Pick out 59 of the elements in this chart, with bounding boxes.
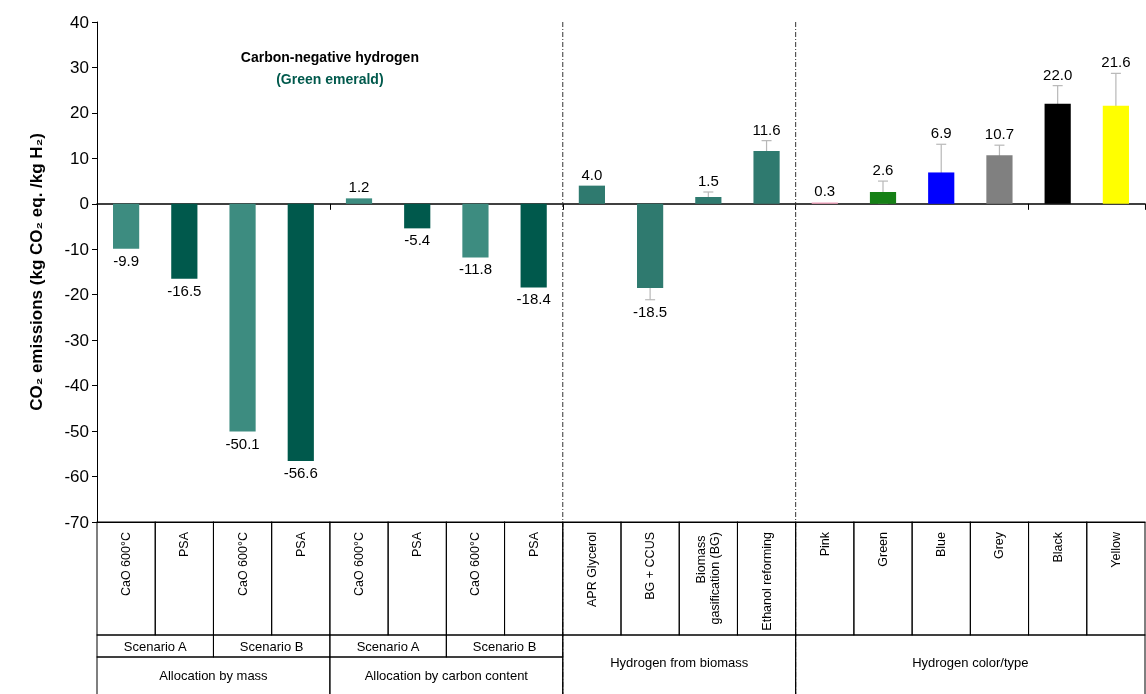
data-label: 22.0 bbox=[1043, 65, 1073, 83]
y-axis-title: CO₂ emissions (kg CO₂ eq. /kg H₂) bbox=[27, 133, 46, 411]
data-label: -18.5 bbox=[633, 302, 668, 320]
x-tick-label: PSA bbox=[177, 531, 192, 558]
annotation: (Green emerald) bbox=[276, 71, 384, 87]
data-label: 10.7 bbox=[984, 125, 1015, 143]
data-label: 11.6 bbox=[752, 120, 781, 138]
y-tick-label: -20 bbox=[64, 285, 89, 305]
x-tick-label: CaO 600°C bbox=[468, 532, 483, 597]
data-label: -16.5 bbox=[167, 281, 202, 299]
text: Scenario A bbox=[123, 639, 187, 654]
x-tick-label: Pink bbox=[817, 531, 832, 557]
data-label: -18.4 bbox=[516, 290, 551, 308]
y-tick-label: -60 bbox=[64, 467, 89, 487]
y-tick-label: -10 bbox=[64, 239, 89, 259]
x-tick-label: Black bbox=[1050, 531, 1065, 563]
data-label: -50.1 bbox=[225, 434, 260, 452]
x-tick-label: APR Glycerol bbox=[584, 532, 599, 608]
data-label: 21.6 bbox=[1101, 53, 1131, 71]
y-tick-label: 30 bbox=[70, 57, 89, 77]
data-label: 1.2 bbox=[348, 178, 370, 196]
x-tick-label: BG + CCUS bbox=[643, 532, 658, 600]
data-label: -56.6 bbox=[283, 464, 318, 482]
y-tick-label: 20 bbox=[70, 103, 89, 123]
x-tick-label: Grey bbox=[992, 531, 1007, 560]
text: Hydrogen color/type bbox=[912, 655, 1029, 670]
x-tick-label: Blue bbox=[934, 531, 949, 558]
y-tick-label: -50 bbox=[64, 421, 89, 441]
x-tick-label: PSA bbox=[293, 531, 308, 558]
text: Allocation by carbon content bbox=[364, 668, 529, 683]
x-tick-label: Biomass gasification (BG) bbox=[694, 532, 723, 625]
data-label: 0.3 bbox=[814, 182, 836, 200]
y-tick-label: -40 bbox=[64, 376, 89, 396]
data-label: -5.4 bbox=[404, 231, 431, 249]
y-tick-label: 40 bbox=[70, 12, 89, 32]
y-tick-label: -70 bbox=[64, 512, 89, 532]
data-label: -11.8 bbox=[458, 260, 492, 278]
data-label: 2.6 bbox=[872, 161, 894, 179]
x-tick-label: CaO 600°C bbox=[119, 532, 134, 597]
text: Scenario A bbox=[356, 639, 420, 654]
x-tick-label: Yellow bbox=[1108, 531, 1123, 568]
x-tick-label: PSA bbox=[526, 531, 541, 558]
text: Scenario B bbox=[239, 639, 304, 654]
data-label: 1.5 bbox=[697, 172, 719, 189]
y-tick-label: -30 bbox=[64, 330, 89, 350]
x-tick-label: Ethanol reforming bbox=[759, 531, 774, 631]
y-tick-label: 0 bbox=[79, 194, 89, 214]
text: Allocation by mass bbox=[159, 668, 269, 683]
text: Hydrogen from biomass bbox=[610, 655, 749, 670]
y-tick-label: 10 bbox=[70, 148, 89, 168]
text: Scenario B bbox=[472, 639, 537, 654]
data-label: -9.9 bbox=[113, 251, 140, 269]
data-label: 4.0 bbox=[581, 165, 603, 183]
x-tick-label: CaO 600°C bbox=[352, 532, 366, 597]
x-tick-label: Green bbox=[876, 531, 890, 567]
x-tick-label: PSA bbox=[410, 531, 425, 558]
x-tick-label: CaO 600°C bbox=[235, 532, 250, 597]
annotation: Carbon-negative hydrogen bbox=[240, 49, 419, 65]
data-label: 6.9 bbox=[930, 124, 952, 142]
